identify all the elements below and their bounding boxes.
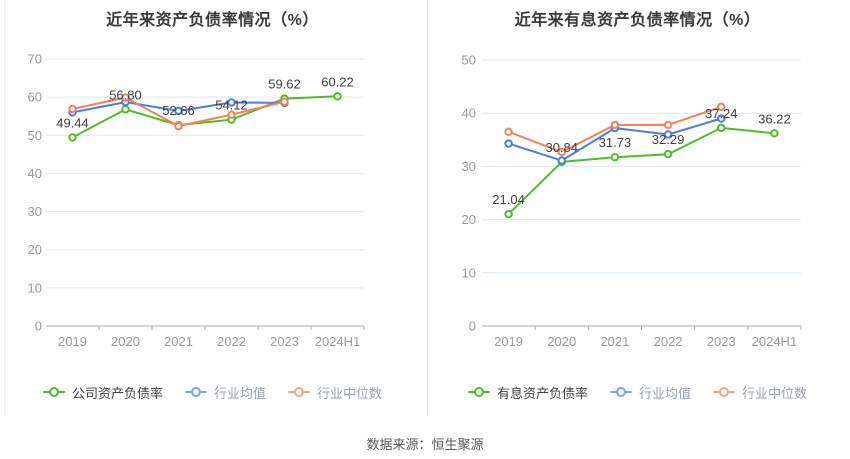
legend-item-company-debt-ratio[interactable]: 公司资产负债率 [42, 383, 163, 402]
y-tick-label: 10 [28, 280, 42, 295]
x-category-label: 2021 [600, 334, 629, 349]
legend-label: 行业均值 [213, 385, 266, 401]
chart-panel-interest-bearing-debt-ratio: 近年来有息资产负债率情况（%） 0 10 20 30 40 50 2019 2020 2021 2… [425, 0, 850, 415]
legend-label: 行业中位数 [317, 385, 383, 401]
data-point-marker[interactable] [504, 139, 513, 148]
data-point-marker[interactable] [174, 121, 183, 131]
data-point-marker[interactable] [717, 123, 726, 133]
x-category-label: 2023 [707, 334, 736, 349]
data-point-marker[interactable] [610, 152, 620, 162]
data-label: 59.62 [268, 77, 301, 92]
data-point-marker[interactable] [717, 102, 726, 112]
data-point-marker[interactable] [68, 104, 77, 114]
chart-svg-0: 0 10 20 30 40 50 60 70 2019 2020 2021 2022 2023 2024H… [28, 52, 365, 349]
data-point-marker[interactable] [663, 130, 673, 139]
legend-marker-icon [713, 387, 735, 397]
data-point-marker[interactable] [557, 147, 566, 157]
y-tick-label: 50 [462, 53, 476, 68]
y-tick-label: 10 [462, 265, 476, 280]
data-label: 36.22 [758, 111, 791, 126]
chart-svg-1: 0 10 20 30 40 50 2019 2020 2021 2022 2023 2024H1 21.… [462, 53, 802, 349]
x-category-label: 2020 [111, 334, 140, 349]
data-point-marker[interactable] [557, 156, 566, 165]
x-category-label: 2019 [494, 334, 523, 349]
data-label: 56.80 [109, 87, 142, 102]
data-point-marker[interactable] [121, 105, 130, 114]
legend-item-industry-average[interactable]: 行业均值 [184, 383, 266, 402]
data-label: 37.24 [705, 106, 738, 121]
chart-panel-debt-ratio: 近年来资产负债率情况（%） 0 10 20 30 40 50 60 70 2019 2020 202… [0, 0, 425, 415]
x-category-label: 2024H1 [315, 334, 361, 349]
data-point-marker[interactable] [174, 106, 183, 116]
y-tick-label: 20 [28, 242, 42, 257]
data-label: 21.04 [492, 192, 525, 207]
y-tick-label: 60 [28, 90, 42, 105]
data-label: 49.44 [56, 115, 89, 130]
data-point-marker[interactable] [610, 120, 620, 130]
legend-label: 行业均值 [638, 385, 691, 401]
data-point-marker[interactable] [504, 127, 513, 137]
legend-item-industry-average[interactable]: 行业均值 [609, 383, 691, 402]
legend-label: 有息资产负债率 [496, 385, 588, 401]
data-point-marker[interactable] [770, 129, 779, 138]
x-category-label: 2019 [58, 334, 87, 349]
legend-marker-icon [609, 387, 632, 397]
data-point-marker[interactable] [504, 209, 513, 219]
data-point-marker[interactable] [333, 92, 342, 101]
data-point-marker[interactable] [663, 150, 673, 159]
data-label: 60.22 [321, 74, 354, 89]
y-tick-label: 50 [28, 128, 42, 143]
y-tick-label: 0 [35, 319, 42, 334]
data-point-marker[interactable] [663, 120, 673, 130]
legend-marker-icon [467, 387, 490, 397]
data-point-marker[interactable] [717, 114, 726, 123]
legend-marker-icon [42, 387, 65, 397]
x-category-label: 2024H1 [752, 334, 798, 349]
series-line [507, 126, 775, 215]
data-label: 52.66 [162, 103, 195, 118]
data-source-note: 数据来源：恒生聚源 [366, 437, 484, 452]
panel-divider [427, 0, 428, 415]
data-label: 30.84 [545, 140, 578, 155]
data-label: 54.12 [215, 98, 248, 113]
y-tick-label: 40 [462, 106, 476, 121]
chart-title-debt-ratio: 近年来资产负债率情况（%） [106, 12, 319, 29]
x-category-label: 2023 [270, 334, 299, 349]
legend-label: 公司资产负债率 [71, 385, 163, 401]
data-point-marker[interactable] [280, 97, 289, 106]
data-point-marker[interactable] [227, 98, 236, 107]
x-category-label: 2022 [654, 334, 683, 349]
y-tick-label: 40 [28, 166, 42, 181]
left-border-line [4, 0, 5, 415]
y-tick-label: 30 [462, 159, 476, 174]
data-point-marker[interactable] [121, 93, 130, 102]
data-label: 32.29 [652, 132, 685, 147]
legend-interest-bearing-debt-ratio: 有息资产负债率 行业均值 行业中位数 [425, 383, 850, 402]
legend-item-industry-median[interactable]: 行业中位数 [288, 383, 382, 402]
data-label: 31.73 [599, 135, 632, 150]
chart-title-interest-bearing-debt-ratio: 近年来有息资产负债率情况（%） [514, 12, 761, 29]
data-point-marker[interactable] [68, 133, 77, 142]
legend-marker-icon [288, 387, 310, 397]
legend-marker-icon [184, 387, 207, 397]
y-tick-label: 0 [469, 319, 476, 334]
x-category-label: 2022 [217, 334, 246, 349]
legend-label: 行业中位数 [742, 385, 808, 401]
x-category-label: 2020 [547, 334, 576, 349]
data-point-marker[interactable] [227, 110, 236, 119]
legend-item-company-interest-debt-ratio[interactable]: 有息资产负债率 [467, 383, 588, 402]
legend-debt-ratio: 公司资产负债率 行业均值 行业中位数 [0, 383, 425, 402]
series-line [72, 95, 338, 139]
y-tick-label: 20 [462, 212, 476, 227]
x-category-label: 2021 [164, 334, 193, 349]
y-tick-label: 70 [28, 52, 42, 67]
legend-item-industry-median[interactable]: 行业中位数 [713, 383, 807, 402]
y-tick-label: 30 [28, 204, 42, 219]
